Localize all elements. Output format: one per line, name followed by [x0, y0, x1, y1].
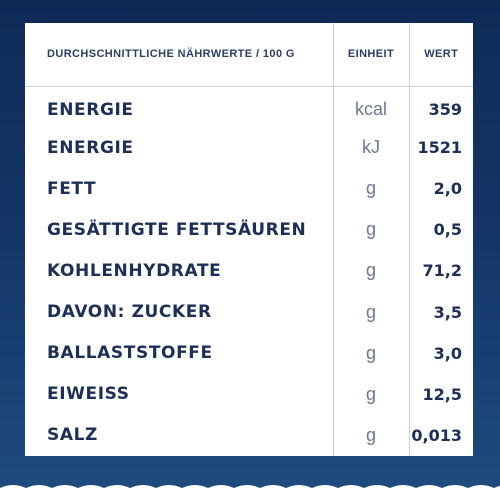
- table-row: EIWEISS g 12,5: [25, 373, 473, 415]
- nutrient-value: 1521: [408, 127, 473, 169]
- table-row: KOHLENHYDRATE g 71,2: [25, 250, 473, 292]
- nutrient-name: ENERGIE: [47, 99, 134, 120]
- table-row: GESÄTTIGTE FETTSÄUREN g 0,5: [25, 209, 473, 251]
- nutrient-name: EIWEISS: [47, 384, 130, 405]
- table-row: DAVON: ZUCKER g 3,5: [25, 291, 473, 333]
- nutrient-value: 359: [408, 86, 473, 128]
- scalloped-border: [0, 485, 500, 500]
- table-row: FETT g 2,0: [25, 168, 473, 210]
- header-row: DURCHSCHNITTLICHE NÄHRWERTE / 100 G EINH…: [25, 23, 473, 87]
- table-row: ENERGIE kJ 1521: [25, 127, 473, 169]
- nutrient-value: 3,0: [408, 332, 473, 374]
- nutrient-unit: g: [332, 414, 409, 456]
- nutrient-unit: g: [332, 209, 409, 251]
- nutrient-unit: g: [332, 168, 409, 210]
- table-body: ENERGIE kcal 359 ENERGIE kJ 1521 FETT g …: [25, 86, 473, 456]
- nutrient-value: 12,5: [408, 373, 473, 415]
- nutrient-unit: kJ: [332, 127, 409, 169]
- nutrient-unit: g: [332, 373, 409, 415]
- header-value: WERT: [408, 23, 473, 87]
- nutrient-name: DAVON: ZUCKER: [47, 302, 212, 323]
- nutrient-value: 71,2: [408, 250, 473, 292]
- nutrient-value: 0,5: [408, 209, 473, 251]
- nutrient-unit: g: [332, 291, 409, 333]
- nutrient-value: 3,5: [408, 291, 473, 333]
- table-header: DURCHSCHNITTLICHE NÄHRWERTE / 100 G EINH…: [25, 23, 473, 87]
- nutrition-table: DURCHSCHNITTLICHE NÄHRWERTE / 100 G EINH…: [25, 23, 473, 456]
- nutrient-name: SALZ: [47, 425, 98, 446]
- table-row: BALLASTSTOFFE g 3,0: [25, 332, 473, 374]
- nutrient-value: 0,013: [408, 414, 473, 456]
- table-row: ENERGIE kcal 359: [25, 86, 473, 128]
- nutrient-unit: g: [332, 332, 409, 374]
- nutrition-panel: DURCHSCHNITTLICHE NÄHRWERTE / 100 G EINH…: [25, 23, 473, 456]
- nutrient-name: KOHLENHYDRATE: [47, 260, 222, 281]
- nutrient-unit: kcal: [332, 86, 409, 128]
- header-nutrient: DURCHSCHNITTLICHE NÄHRWERTE / 100 G: [25, 23, 333, 87]
- nutrient-unit: g: [332, 250, 409, 292]
- header-unit: EINHEIT: [332, 23, 409, 87]
- nutrient-name: GESÄTTIGTE FETTSÄUREN: [47, 219, 307, 240]
- nutrient-value: 2,0: [408, 168, 473, 210]
- nutrient-name: BALLASTSTOFFE: [47, 343, 213, 364]
- table-row: SALZ g 0,013: [25, 414, 473, 456]
- nutrient-name: FETT: [47, 178, 97, 199]
- nutrient-name: ENERGIE: [47, 137, 134, 158]
